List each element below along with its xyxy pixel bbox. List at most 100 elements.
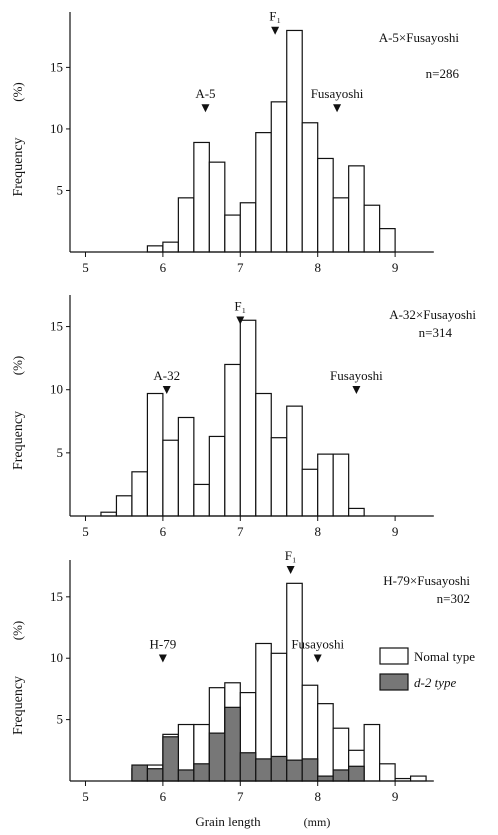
marker-triangle-icon bbox=[333, 104, 342, 113]
x-tick-label: 9 bbox=[392, 789, 399, 804]
x-tick-label: 8 bbox=[314, 260, 321, 275]
y-axis-title: Frequency bbox=[11, 137, 26, 196]
bar-series1-bin-12 bbox=[317, 157, 334, 253]
marker-label: F₁ bbox=[234, 299, 246, 314]
x-tick-label: 7 bbox=[237, 789, 244, 804]
bar-series2-bin-10 bbox=[270, 755, 288, 782]
bar-series1-bin-15 bbox=[317, 453, 334, 517]
marker-triangle-icon bbox=[158, 654, 167, 663]
y-tick-label: 5 bbox=[57, 445, 64, 460]
bar-series2-bin-11 bbox=[286, 759, 303, 782]
legend-swatch bbox=[379, 647, 409, 665]
y-tick-label: 10 bbox=[50, 382, 63, 397]
y-tick-label: 10 bbox=[50, 121, 63, 136]
bar-series1-bin-12 bbox=[270, 437, 288, 517]
x-tick-label: 5 bbox=[82, 260, 89, 275]
y-axis-unit: (%) bbox=[10, 82, 25, 102]
chart-panel-2: 5 6 7 8 9 5 10 15 Frequency (%) A-32×Fusayoshi n=31… bbox=[10, 295, 476, 539]
x-axis-title: Grain length bbox=[195, 814, 261, 829]
bar-series1-bin-2 bbox=[115, 495, 133, 517]
bar-series1-bin-17 bbox=[348, 507, 365, 517]
x-tick-label: 8 bbox=[314, 524, 321, 539]
y-axis-unit: (%) bbox=[10, 621, 25, 641]
bar-series1-bin-13 bbox=[286, 405, 303, 517]
panel-title: A-5×Fusayoshi bbox=[379, 30, 460, 45]
marker-label: A-5 bbox=[195, 86, 215, 101]
panel-title: A-32×Fusayoshi bbox=[389, 307, 476, 322]
y-tick-label: 5 bbox=[57, 712, 64, 727]
x-tick-label: 5 bbox=[82, 524, 89, 539]
y-tick-label: 15 bbox=[50, 59, 63, 74]
y-tick-label: 15 bbox=[50, 319, 63, 334]
y-tick-label: 15 bbox=[50, 589, 63, 604]
marker-label: Fusayoshi bbox=[291, 636, 344, 651]
y-tick-label: 5 bbox=[57, 182, 64, 197]
marker-label: F₁ bbox=[269, 9, 281, 24]
x-tick-label: 7 bbox=[237, 524, 244, 539]
bar-series1-bin-14 bbox=[348, 165, 365, 253]
bar-series1-bin-13 bbox=[332, 197, 350, 253]
marker-label: Fusayoshi bbox=[311, 86, 364, 101]
bar-series1-bin-19 bbox=[409, 775, 427, 782]
bar-series1-bin-3 bbox=[131, 471, 149, 517]
bar-series1-bin-16 bbox=[379, 228, 396, 253]
bar-series2-bin-12 bbox=[301, 758, 319, 782]
marker-label: H-79 bbox=[150, 636, 177, 651]
bar-series1-bin-11 bbox=[286, 582, 303, 782]
legend-swatch bbox=[379, 673, 409, 691]
panel-n-label: n=314 bbox=[419, 325, 453, 340]
marker-triangle-icon bbox=[162, 385, 171, 394]
bar-series1-bin-5 bbox=[208, 161, 226, 253]
y-axis-unit: (%) bbox=[10, 356, 25, 376]
bar-series2-bin-8 bbox=[239, 752, 257, 782]
bar-series2-bin-15 bbox=[348, 765, 365, 782]
marker-triangle-icon bbox=[286, 566, 295, 575]
bar-series1-bin-6 bbox=[177, 416, 195, 517]
bar-series2-bin-1 bbox=[131, 764, 149, 782]
bar-series2-bin-9 bbox=[255, 758, 272, 782]
x-tick-label: 6 bbox=[160, 260, 167, 275]
bar-series1-bin-3 bbox=[177, 197, 195, 253]
marker-triangle-icon bbox=[271, 26, 280, 35]
bar-series1-bin-9 bbox=[270, 101, 288, 253]
x-tick-label: 9 bbox=[392, 260, 399, 275]
bar-series1-bin-17 bbox=[379, 763, 396, 782]
legend-label: d-2 type bbox=[414, 675, 456, 690]
bar-series1-bin-11 bbox=[301, 122, 319, 253]
bar-series1-bin-5 bbox=[162, 439, 179, 517]
bar-series1-bin-9 bbox=[224, 363, 241, 517]
bar-series2-bin-2 bbox=[146, 768, 164, 782]
bar-series2-bin-7 bbox=[224, 706, 241, 782]
marker-triangle-icon bbox=[313, 654, 322, 663]
y-axis-title: Frequency bbox=[11, 411, 26, 470]
bar-series2-bin-3 bbox=[162, 736, 179, 782]
chart-panel-1: 5 6 7 8 9 5 10 15 Frequency (%) A-5×Fusayoshi n=286… bbox=[10, 9, 459, 275]
x-tick-label: 6 bbox=[160, 524, 167, 539]
bar-series1-bin-10 bbox=[239, 319, 257, 517]
bar-series1-bin-7 bbox=[239, 202, 257, 253]
bar-series1-bin-13 bbox=[317, 703, 334, 782]
x-tick-label: 8 bbox=[314, 789, 321, 804]
panel-n-label: n=286 bbox=[426, 66, 460, 81]
bar-series1-bin-16 bbox=[332, 453, 350, 517]
bar-series1-bin-7 bbox=[193, 483, 210, 517]
marker-triangle-icon bbox=[201, 104, 210, 113]
bar-series2-bin-4 bbox=[177, 769, 195, 782]
bar-series1-bin-6 bbox=[224, 214, 241, 253]
marker-label: A-32 bbox=[153, 368, 180, 383]
bar-series1-bin-4 bbox=[193, 141, 210, 253]
bar-series2-bin-13 bbox=[317, 775, 334, 782]
x-tick-label: 6 bbox=[160, 789, 167, 804]
bar-series1-bin-8 bbox=[208, 435, 226, 517]
legend-label: Nomal type bbox=[414, 649, 475, 664]
bar-series2-bin-6 bbox=[208, 732, 226, 782]
bar-series1-bin-4 bbox=[146, 392, 164, 517]
bar-series1-bin-16 bbox=[363, 723, 381, 782]
marker-triangle-icon bbox=[236, 316, 245, 325]
marker-label: Fusayoshi bbox=[330, 368, 383, 383]
x-tick-label: 7 bbox=[237, 260, 244, 275]
x-tick-label: 5 bbox=[82, 789, 89, 804]
panel-n-label: n=302 bbox=[437, 591, 470, 606]
x-tick-label: 9 bbox=[392, 524, 399, 539]
